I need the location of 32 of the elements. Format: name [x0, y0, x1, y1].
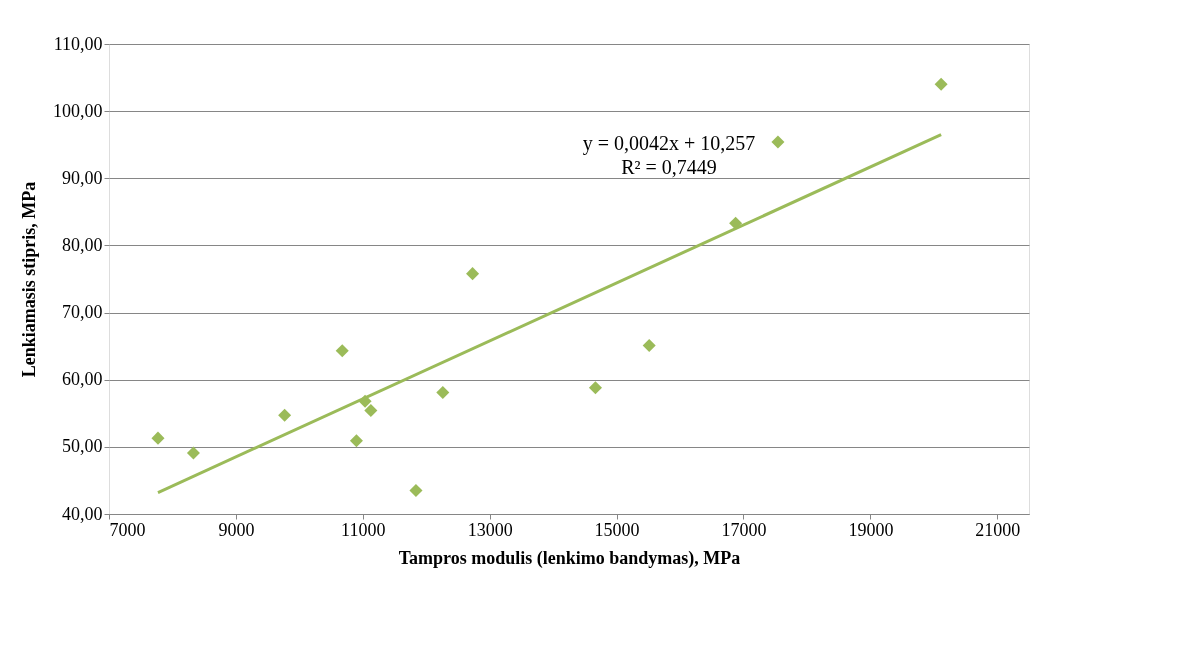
y-tick-label: 40,00	[62, 503, 103, 524]
point	[771, 135, 785, 149]
point	[466, 267, 480, 281]
y-tick-label: 100,00	[53, 100, 103, 121]
point	[934, 77, 948, 91]
x-tick-label: 19000	[848, 519, 894, 540]
x-tick-label: 15000	[594, 519, 640, 540]
y-tick-label: 80,00	[62, 234, 103, 255]
y-tick-label: 110,00	[53, 33, 103, 54]
x-tick-label: 13000	[467, 519, 513, 540]
point	[349, 434, 363, 448]
point	[642, 338, 656, 352]
point	[436, 385, 450, 399]
y-tick-label: 50,00	[62, 436, 103, 457]
x-tick-label: 9000	[218, 519, 255, 540]
point	[151, 431, 165, 445]
annotation: y = 0,0042x + 10,257 R² = 0,7449	[582, 132, 756, 178]
y-tick-label: 90,00	[62, 167, 103, 188]
x-tick-label: 11000	[341, 519, 386, 540]
point	[409, 483, 423, 498]
point	[278, 408, 292, 422]
x-axis-title: Tampros modulis (lenkimo bandymas), MPa	[398, 547, 741, 569]
y-tick-label: 70,00	[62, 302, 103, 323]
point	[335, 344, 349, 358]
x-tick-label: 7000	[109, 519, 146, 540]
x-tick-label: 17000	[721, 519, 767, 540]
point	[186, 446, 200, 460]
point	[588, 381, 602, 395]
y-tick-label: 60,00	[62, 369, 103, 390]
y-axis-title: Lenkiamasis stipris, MPa	[19, 181, 39, 378]
point	[364, 404, 378, 418]
x-tick-label: 21000	[975, 519, 1021, 540]
